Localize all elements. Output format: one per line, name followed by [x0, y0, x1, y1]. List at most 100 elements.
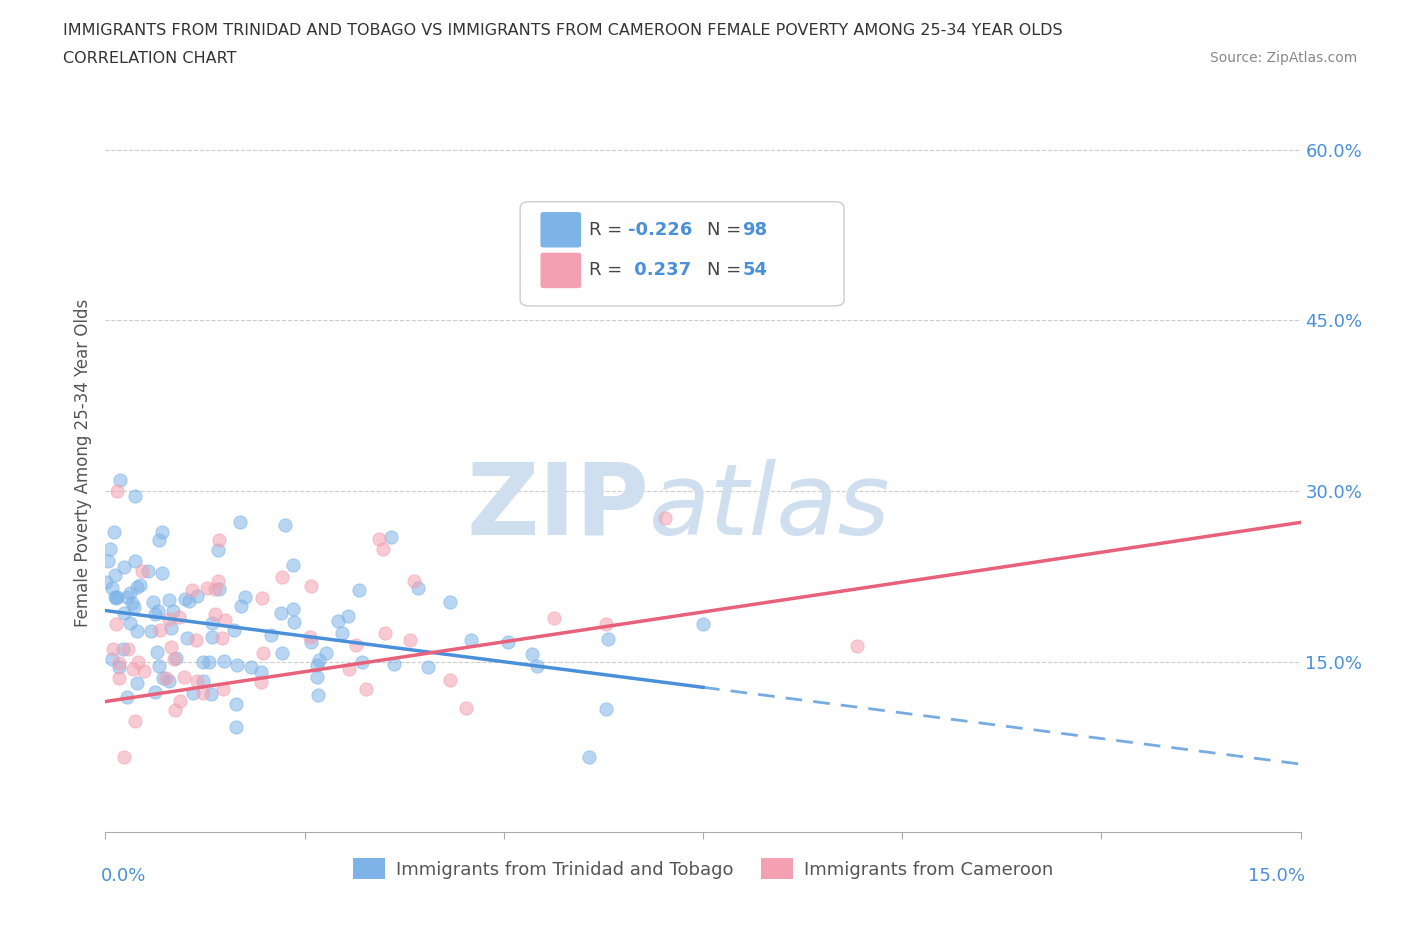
Point [152, 671, 174, 685]
Text: 0.0%: 0.0% [101, 867, 146, 884]
Point [132, 664, 155, 679]
Point [336, 609, 359, 624]
Point [354, 682, 377, 697]
Point [115, 689, 138, 704]
Point [382, 657, 405, 671]
Point [526, 658, 548, 673]
Text: N =: N = [707, 261, 747, 279]
Point [307, 687, 329, 702]
Point [149, 622, 172, 637]
Point [124, 713, 146, 728]
Point [595, 702, 617, 717]
Point [299, 630, 322, 644]
Point [146, 644, 169, 659]
Point [169, 693, 191, 708]
Point [235, 590, 257, 604]
Point [112, 560, 135, 575]
Point [496, 634, 519, 649]
Point [846, 639, 869, 654]
Point [204, 581, 226, 596]
Point [692, 617, 714, 631]
Point [225, 697, 247, 711]
Point [108, 472, 131, 487]
Point [142, 594, 165, 609]
Text: IMMIGRANTS FROM TRINIDAD AND TOBAGO VS IMMIGRANTS FROM CAMEROON FEMALE POVERTY A: IMMIGRANTS FROM TRINIDAD AND TOBAGO VS I… [63, 23, 1063, 38]
Point [118, 585, 141, 600]
Point [100, 541, 122, 556]
Point [118, 616, 141, 631]
Point [191, 685, 214, 700]
Point [146, 604, 169, 618]
Point [96, 574, 118, 589]
Point [157, 592, 180, 607]
Point [408, 580, 430, 595]
Point [404, 573, 426, 588]
Point [337, 661, 360, 676]
Point [380, 529, 402, 544]
Point [107, 659, 129, 674]
Point [105, 484, 128, 498]
Text: 15.0%: 15.0% [1247, 867, 1305, 884]
Point [125, 579, 148, 594]
Text: 98: 98 [742, 220, 768, 239]
Point [228, 514, 250, 529]
Point [143, 684, 166, 699]
Point [127, 623, 149, 638]
Point [101, 651, 124, 666]
Text: R =: R = [589, 220, 628, 239]
Point [101, 642, 124, 657]
Point [308, 652, 330, 667]
Point [654, 511, 676, 525]
Text: Source: ZipAtlas.com: Source: ZipAtlas.com [1209, 51, 1357, 65]
Point [439, 594, 461, 609]
Point [200, 686, 222, 701]
Point [97, 553, 120, 568]
Point [104, 568, 127, 583]
Point [124, 488, 146, 503]
Point [112, 605, 135, 620]
Point [692, 233, 714, 248]
Text: -0.226: -0.226 [627, 220, 692, 239]
Point [139, 623, 162, 638]
Point [177, 593, 200, 608]
Point [181, 685, 204, 700]
Point [374, 626, 396, 641]
Text: ZIP: ZIP [467, 458, 650, 555]
Point [127, 675, 149, 690]
Point [122, 661, 145, 676]
Point [240, 659, 263, 674]
Point [207, 573, 229, 588]
Point [208, 581, 231, 596]
Point [211, 631, 233, 645]
Point [193, 673, 215, 688]
Text: N =: N = [707, 220, 747, 239]
Text: 54: 54 [742, 261, 768, 279]
Point [131, 564, 153, 578]
Point [143, 606, 166, 621]
Point [460, 632, 482, 647]
Point [195, 580, 218, 595]
FancyBboxPatch shape [540, 212, 581, 247]
Point [344, 637, 367, 652]
Point [105, 591, 128, 605]
Point [107, 671, 129, 685]
Point [157, 611, 180, 626]
Point [305, 670, 328, 684]
Point [173, 670, 195, 684]
Point [122, 600, 145, 615]
Point [595, 617, 617, 631]
Point [121, 595, 143, 610]
Point [299, 578, 322, 593]
Point [271, 645, 294, 660]
Point [224, 622, 246, 637]
Point [104, 617, 127, 631]
Text: atlas: atlas [650, 458, 891, 555]
Point [124, 553, 146, 568]
Point [101, 581, 124, 596]
Point [456, 700, 478, 715]
Point [212, 653, 235, 668]
Point [439, 672, 461, 687]
Point [160, 640, 183, 655]
FancyBboxPatch shape [520, 202, 844, 306]
Point [103, 525, 125, 539]
